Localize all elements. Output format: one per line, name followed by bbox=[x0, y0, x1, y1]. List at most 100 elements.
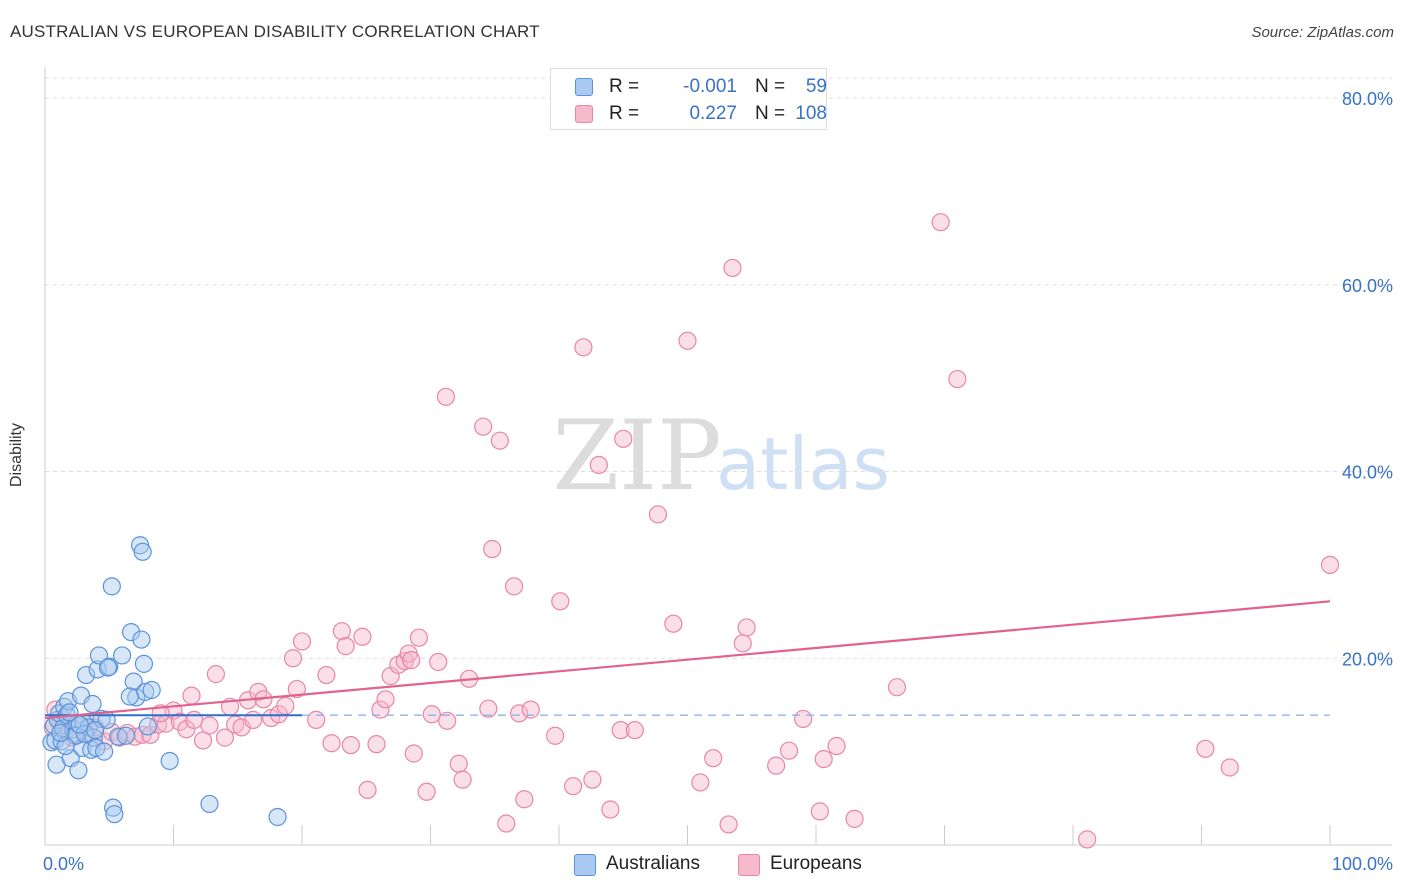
european-point bbox=[723, 258, 742, 278]
european-point bbox=[497, 814, 516, 833]
european-point bbox=[322, 734, 341, 753]
legend-label: Australians bbox=[606, 853, 700, 874]
source-label: Source: ZipAtlas.com bbox=[1251, 24, 1394, 41]
european-point bbox=[244, 710, 263, 729]
r-label: R = bbox=[609, 76, 640, 97]
australian-point bbox=[268, 807, 287, 827]
europeans-trend-line bbox=[44, 600, 1331, 720]
european-point bbox=[417, 782, 436, 801]
european-point bbox=[404, 744, 423, 763]
european-point bbox=[151, 704, 170, 723]
europeans-legend-swatch bbox=[738, 854, 760, 876]
european-point bbox=[307, 710, 326, 729]
r-label: R = bbox=[609, 103, 640, 124]
australian-point bbox=[83, 694, 102, 714]
european-point bbox=[215, 728, 234, 747]
european-point bbox=[409, 628, 429, 647]
r-value: -0.001 bbox=[683, 76, 737, 97]
europeans-points bbox=[43, 213, 1340, 849]
australians-legend-swatch bbox=[574, 854, 596, 876]
european-point bbox=[170, 712, 190, 731]
australian-point bbox=[95, 742, 114, 761]
european-point bbox=[794, 709, 813, 729]
gridlines bbox=[45, 77, 1392, 659]
european-point bbox=[292, 632, 312, 651]
y-axis-label: Disability bbox=[8, 422, 25, 488]
australian-point bbox=[134, 654, 154, 673]
european-point bbox=[449, 754, 468, 773]
australian-point bbox=[132, 630, 151, 649]
european-point bbox=[474, 417, 493, 436]
european-point bbox=[1320, 555, 1340, 574]
european-point bbox=[1196, 739, 1215, 758]
european-point bbox=[317, 665, 336, 685]
european-point bbox=[546, 726, 565, 745]
european-point bbox=[402, 651, 421, 670]
australian-point bbox=[100, 657, 119, 676]
australian-point bbox=[200, 794, 219, 814]
european-point bbox=[678, 331, 697, 350]
watermark-zip: ZIP bbox=[552, 400, 721, 512]
australian-point bbox=[69, 761, 88, 780]
chart-title: AUSTRALIAN VS EUROPEAN DISABILITY CORREL… bbox=[10, 22, 540, 41]
australians-points bbox=[42, 536, 287, 827]
european-point bbox=[200, 716, 219, 735]
european-point bbox=[614, 429, 633, 448]
european-point bbox=[648, 505, 668, 524]
european-point bbox=[521, 700, 540, 719]
european-point bbox=[737, 618, 756, 637]
australian-point bbox=[116, 726, 136, 745]
european-point bbox=[376, 690, 395, 709]
watermark: ZIP atlas bbox=[552, 400, 890, 512]
european-point bbox=[574, 338, 593, 357]
y-tick-label: 20.0% bbox=[1342, 649, 1393, 669]
europeans-swatch bbox=[575, 105, 593, 123]
trend-lines bbox=[44, 600, 1331, 720]
european-point bbox=[504, 577, 524, 596]
european-point bbox=[948, 369, 967, 389]
european-point bbox=[422, 705, 441, 724]
australian-point bbox=[142, 680, 161, 700]
european-point bbox=[887, 678, 907, 697]
european-point bbox=[551, 592, 570, 611]
european-point bbox=[184, 710, 204, 729]
european-point bbox=[827, 736, 846, 756]
australian-point bbox=[133, 542, 152, 561]
european-point bbox=[483, 539, 502, 559]
australian-point bbox=[112, 646, 132, 665]
european-point bbox=[341, 735, 360, 755]
n-value: 108 bbox=[795, 103, 827, 124]
european-point bbox=[287, 679, 306, 699]
y-tick-label: 80.0% bbox=[1342, 89, 1393, 109]
australian-point bbox=[127, 688, 146, 707]
australian-point bbox=[51, 723, 70, 743]
european-point bbox=[515, 790, 534, 809]
european-point bbox=[611, 721, 630, 740]
r-value: 0.227 bbox=[689, 103, 737, 124]
european-point bbox=[810, 802, 829, 821]
legend-label: Europeans bbox=[770, 853, 862, 874]
watermark-atlas: atlas bbox=[716, 422, 890, 506]
european-point bbox=[367, 735, 386, 754]
australian-point bbox=[109, 727, 128, 746]
european-point bbox=[767, 756, 786, 775]
european-point bbox=[182, 686, 201, 705]
australian-point bbox=[104, 798, 123, 817]
european-point bbox=[436, 387, 456, 406]
australian-point bbox=[124, 672, 143, 691]
european-point bbox=[283, 649, 303, 668]
australian-point bbox=[86, 721, 105, 740]
australian-point bbox=[105, 805, 124, 824]
n-value: 59 bbox=[805, 76, 827, 97]
european-point bbox=[691, 773, 710, 792]
european-point bbox=[719, 815, 738, 834]
european-point bbox=[564, 777, 583, 796]
european-point bbox=[371, 700, 390, 719]
european-point bbox=[206, 665, 226, 684]
australian-point bbox=[98, 658, 118, 677]
european-point bbox=[733, 634, 752, 653]
australian-point bbox=[160, 751, 179, 771]
european-point bbox=[510, 704, 529, 723]
european-point bbox=[479, 699, 498, 718]
